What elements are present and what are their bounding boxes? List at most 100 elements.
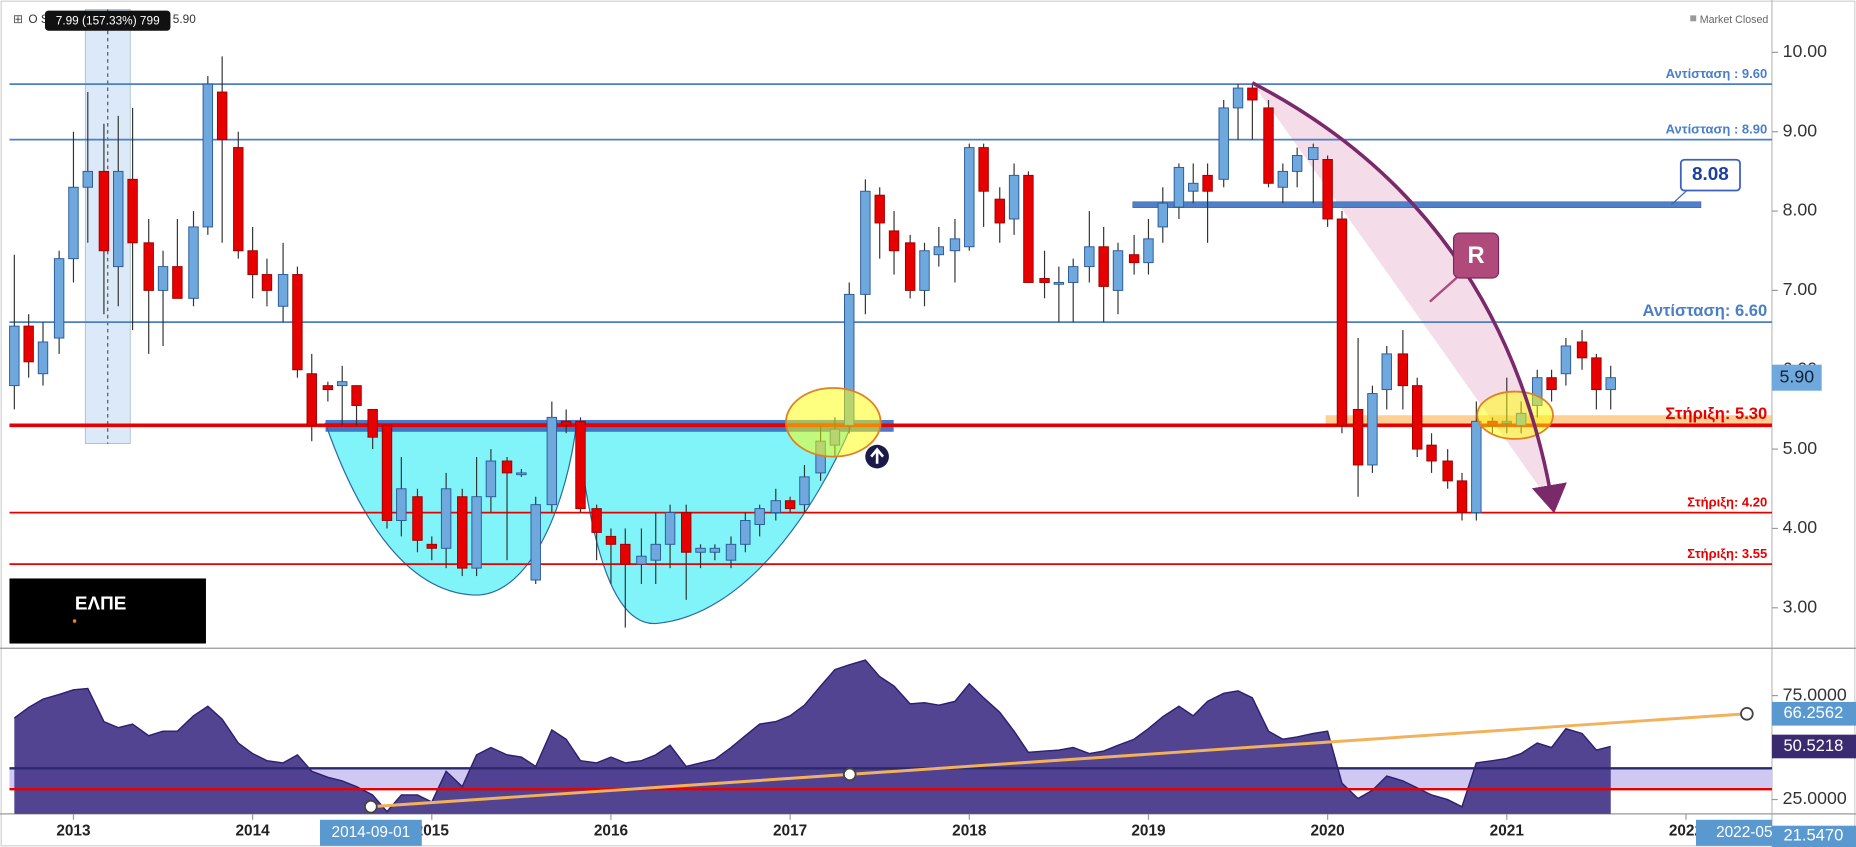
date-marker: 2022-05-	[1695, 819, 1778, 846]
arrow-up-glyph	[870, 447, 885, 464]
level-label: Στήριξη: 4.20	[1687, 495, 1767, 510]
trend-line	[370, 712, 1747, 809]
y-tick-label: 7.00	[1783, 279, 1818, 299]
date-box	[319, 819, 422, 846]
x-tick-label: 2021	[1490, 823, 1525, 840]
candle-body	[709, 547, 721, 553]
y-tick-label: 25.0000	[1783, 788, 1847, 808]
candle-body	[471, 496, 482, 569]
highlight-ellipse	[1476, 390, 1554, 440]
candle-body	[964, 147, 975, 248]
candle-body	[1442, 460, 1453, 482]
candle-body	[695, 547, 706, 553]
candle-body	[457, 496, 468, 569]
trend-handle	[842, 767, 857, 782]
candle-body	[591, 508, 602, 533]
candle-body	[1591, 357, 1602, 391]
candle-body	[440, 488, 452, 549]
candle-body	[172, 266, 183, 299]
candle-body	[23, 325, 34, 363]
level-label: Στήριξη: 3.55	[1687, 546, 1767, 561]
candle-body	[1008, 174, 1020, 220]
candle-body	[485, 460, 497, 498]
last-price-box	[1771, 364, 1822, 391]
candle-body	[919, 250, 930, 291]
candle-body	[1308, 147, 1319, 160]
candle-body	[381, 424, 393, 521]
trend-end-box	[1771, 701, 1856, 726]
annotation-layer: R ΕΛΠΕ ⊞ O S 7.99 (157.33%) 799 5.90 Mar…	[9, 10, 1856, 847]
candle-body	[53, 258, 65, 339]
candle-body	[98, 170, 110, 252]
candle-body	[1173, 166, 1185, 208]
candle-body	[412, 496, 423, 541]
last-price-label: 5.90	[1780, 366, 1815, 386]
callout-pointer	[1670, 190, 1688, 206]
candle-body	[292, 274, 303, 371]
callout-box	[1679, 158, 1741, 192]
candle-body	[605, 535, 617, 545]
x-tick-label: 2014	[236, 823, 271, 840]
candle-body	[1263, 107, 1274, 184]
candle-body	[933, 246, 945, 256]
candle-body	[784, 500, 796, 510]
callout-label: 8.08	[1692, 164, 1729, 185]
trend-handle	[364, 799, 378, 814]
candle-body	[874, 194, 885, 224]
candle-body	[1053, 282, 1065, 285]
candle-body	[351, 385, 362, 406]
legend-fragment: 5.90	[173, 12, 196, 26]
date-label: 2014-09-01	[332, 824, 411, 841]
trend-end-label: 66.2562	[1783, 703, 1843, 722]
date-marker: 2014-09-01	[319, 819, 422, 846]
candle-body	[1084, 246, 1095, 268]
badge-label: R	[1467, 243, 1484, 269]
candle-body	[1546, 377, 1557, 391]
data-layer: 2013 2014 2015 2016 2017 2018 2019 2020 2021 2022…	[9, 41, 1847, 840]
x-tick-label: 2015	[415, 823, 450, 840]
level-label: Αντίσταση : 9.60	[1666, 66, 1768, 81]
candle-body	[143, 242, 154, 291]
candle-body	[426, 543, 438, 549]
info-box	[44, 10, 171, 31]
candle-body	[1112, 250, 1124, 291]
candle-body	[1188, 182, 1199, 192]
y-tick-label: 10.00	[1783, 41, 1828, 61]
candle-body	[575, 420, 586, 510]
candle-body	[1039, 278, 1050, 283]
date-label: 2022-05-	[1716, 824, 1778, 841]
candle-body	[337, 381, 348, 387]
y-tick-label: 8.00	[1783, 200, 1818, 220]
symbol-dot	[72, 619, 77, 623]
candle-body	[1560, 345, 1572, 375]
market-status: Market Closed	[1700, 14, 1769, 26]
last-value-label: 50.5218	[1783, 736, 1843, 755]
candle-body	[1367, 393, 1378, 466]
candle-body	[1471, 420, 1482, 514]
legend-fragment: O S	[28, 12, 48, 26]
candle-body	[127, 178, 138, 244]
candle-body	[620, 543, 631, 565]
candle-body	[1397, 353, 1409, 387]
candle-body	[1322, 159, 1333, 220]
info-label: 7.99 (157.33%) 799	[56, 13, 160, 27]
candle-body	[1202, 174, 1213, 192]
candle-body	[1157, 202, 1169, 228]
level-label: Στήριξη: 5.30	[1665, 404, 1767, 423]
candle-body	[904, 242, 916, 291]
candle-body	[754, 508, 765, 525]
x-tick-label: 2020	[1311, 823, 1345, 840]
candle-body	[1336, 218, 1348, 426]
candle-body	[546, 416, 558, 506]
candle-body	[1218, 107, 1229, 180]
candle-body	[396, 488, 407, 521]
candle-body	[1247, 87, 1258, 101]
candle-body	[516, 472, 527, 476]
candle-body	[306, 373, 317, 426]
candle-body	[994, 198, 1005, 224]
candle-body	[1143, 238, 1154, 264]
candle-body	[740, 520, 751, 545]
candle-body	[949, 238, 961, 252]
candle-body	[202, 83, 214, 228]
